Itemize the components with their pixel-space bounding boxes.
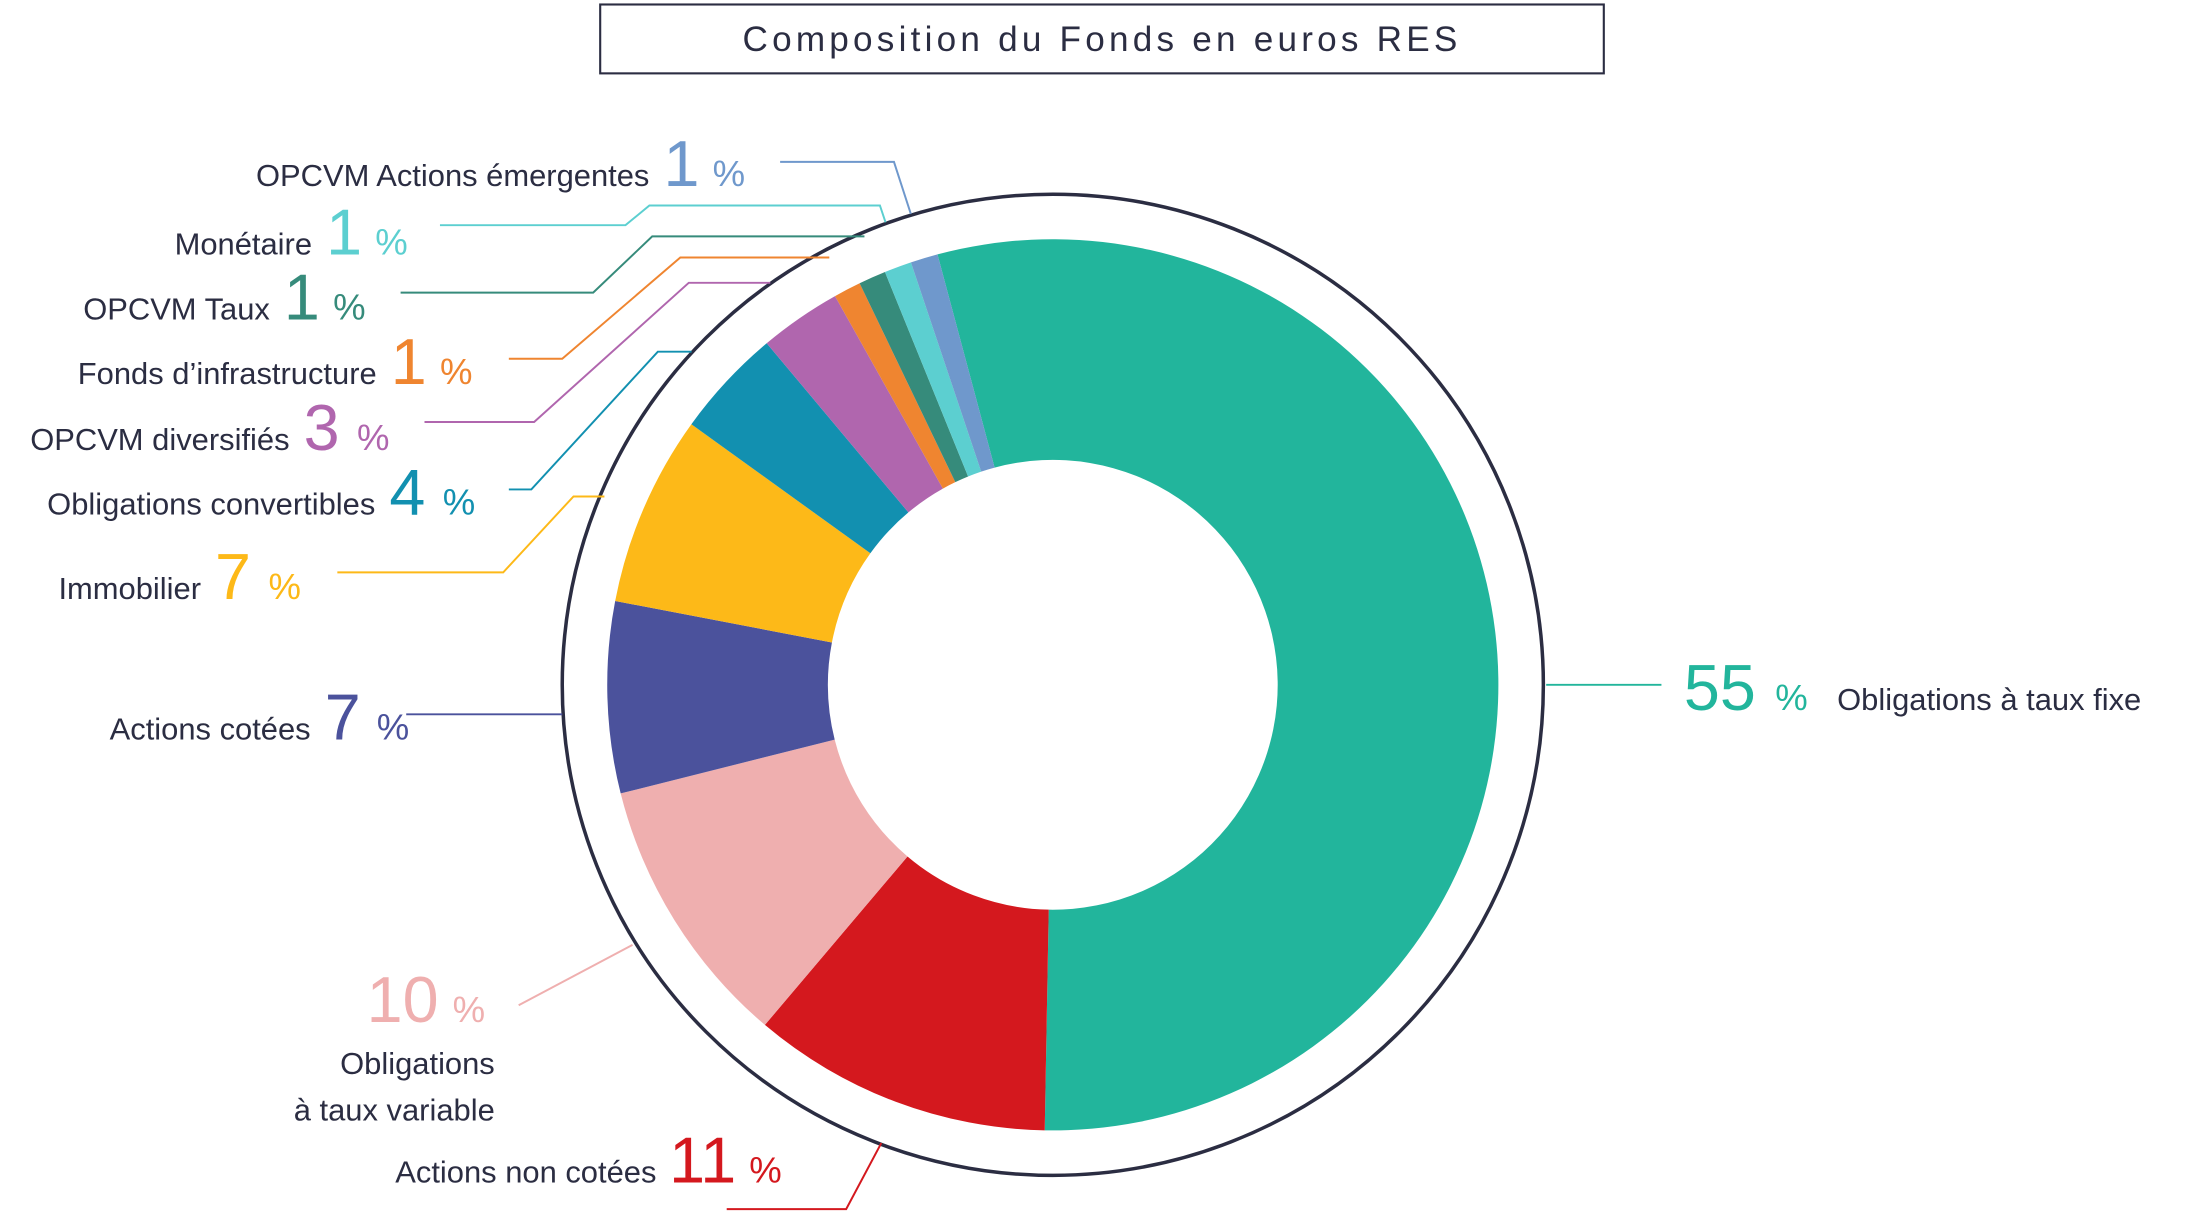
label-infra: Fonds d’infrastructure 1 % (78, 325, 473, 398)
percent-sign: % (440, 351, 472, 392)
label-conv: Obligations convertibles 4 % (47, 456, 475, 529)
slice-div (766, 296, 943, 513)
label-text: Fonds d’infrastructure (78, 356, 377, 391)
data-label: 1 (326, 196, 362, 269)
leader-line-immo (337, 495, 605, 574)
label-text: Obligations convertibles (47, 487, 375, 522)
slice-variable (620, 739, 908, 1025)
leader-line-noncotees (726, 1142, 883, 1211)
data-label: 7 (215, 540, 251, 613)
slice-noncotees (764, 856, 1049, 1131)
leader-line-div (424, 281, 771, 423)
label-noncotees: Actions non cotées 11 % (395, 1123, 781, 1196)
slice-mone (884, 262, 982, 477)
slice-immo (615, 424, 871, 643)
leader-line-mone (439, 204, 887, 227)
percent-sign: % (268, 566, 300, 607)
percent-sign: % (749, 1149, 781, 1190)
data-label: 3 (304, 391, 340, 464)
label-immo: Immobilier 7 % (58, 540, 301, 613)
label-text: OPCVM Actions émergentes (256, 158, 649, 193)
data-label: 55 (1684, 651, 1756, 724)
chart-title: Composition du Fonds en euros RES (742, 20, 1461, 59)
slice-conv (691, 343, 909, 554)
label-text-line1: Obligations (340, 1046, 495, 1081)
data-label: 1 (284, 260, 320, 333)
label-text: Actions non cotées (395, 1154, 656, 1189)
label-text-line2: à taux variable (294, 1093, 495, 1128)
slice-emer (910, 254, 995, 472)
leader-line-emer (780, 160, 912, 215)
leader-line-infra (508, 256, 830, 360)
slice-infra (835, 283, 956, 489)
percent-sign: % (1775, 677, 1807, 718)
slice-taux (859, 272, 969, 483)
data-label: 4 (389, 456, 425, 529)
label-div: OPCVM diversifiés 3 % (30, 391, 389, 464)
percent-sign: % (453, 989, 485, 1030)
percent-sign: % (377, 707, 409, 748)
percent-sign: % (375, 222, 407, 263)
label-text: Obligations à taux fixe (1837, 682, 2141, 717)
label-fixe: 55 % Obligations à taux fixe (1684, 651, 2141, 724)
leader-line-variable (518, 943, 633, 1007)
data-label: 1 (391, 325, 427, 398)
percent-sign: % (443, 482, 475, 523)
label-mone: Monétaire 1 % (175, 196, 408, 269)
data-label: 7 (325, 681, 361, 754)
percent-sign: % (357, 417, 389, 458)
data-label: 11 (669, 1123, 736, 1196)
label-text: OPCVM Taux (83, 291, 270, 326)
data-label: 1 (663, 127, 699, 200)
percent-sign: % (333, 286, 365, 327)
outer-ring (560, 192, 1546, 1178)
title-box (599, 3, 1605, 75)
leader-line-conv (508, 350, 692, 491)
label-text: Immobilier (58, 571, 201, 606)
slice-fixe (937, 239, 1499, 1131)
data-label: 10 (367, 963, 439, 1036)
percent-sign: % (713, 153, 745, 194)
slice-cotees (607, 600, 835, 794)
label-text: Actions cotées (110, 712, 311, 747)
leader-line-taux (400, 235, 865, 294)
label-text: Monétaire (175, 227, 312, 262)
label-cotees: Actions cotées 7 % (110, 681, 410, 754)
label-variable: 10 % Obligations à taux variable (294, 963, 495, 1127)
slices (607, 239, 1499, 1131)
label-emer: OPCVM Actions émergentes 1 % (256, 127, 745, 200)
label-taux: OPCVM Taux 1 % (83, 260, 365, 333)
label-text: OPCVM diversifiés (30, 422, 289, 457)
